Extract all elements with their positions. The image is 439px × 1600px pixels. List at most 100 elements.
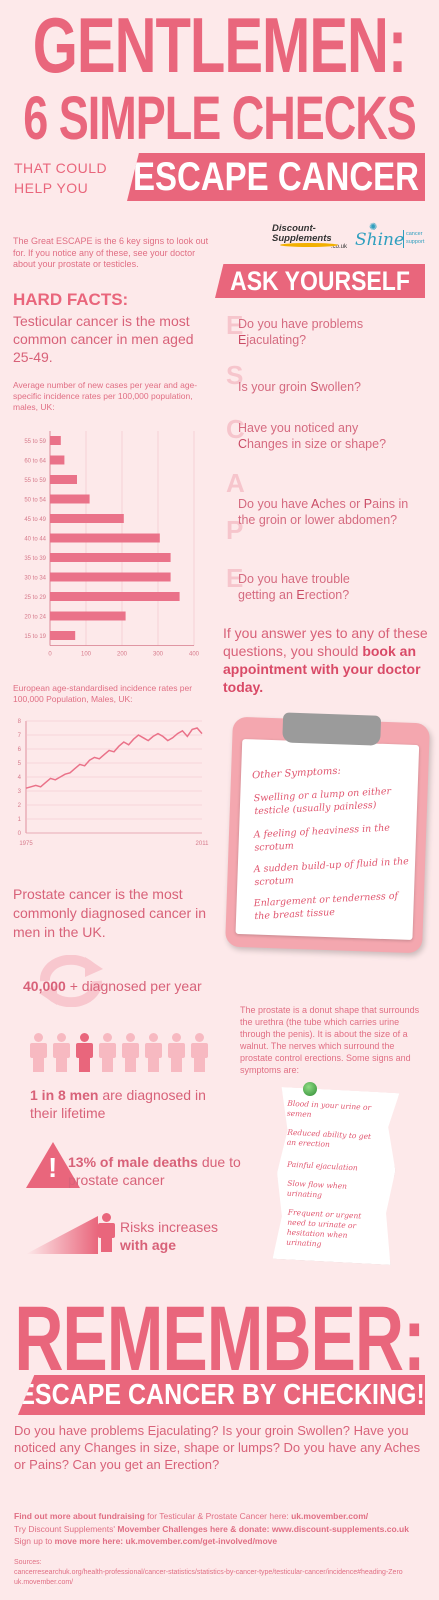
line-x-tick: 1975 bbox=[19, 841, 33, 847]
ask-yourself-banner: ASK YOURSELF bbox=[215, 264, 425, 298]
bar bbox=[50, 455, 65, 465]
diagnosed-number: 40,000 bbox=[23, 978, 66, 994]
bar-category-label: 55 to 59 bbox=[24, 478, 46, 484]
footer-line2-b: Movember Challenges here & donate: bbox=[117, 1523, 272, 1534]
q3-post: hanges in size or shape? bbox=[247, 437, 387, 451]
risk-person-icon bbox=[96, 1213, 116, 1253]
person-icon bbox=[97, 1033, 117, 1073]
risk-pre: Risks increases bbox=[120, 1219, 219, 1235]
q1-key: E bbox=[238, 333, 247, 347]
escape-cancer-banner: ESCAPE CANCER bbox=[127, 153, 425, 201]
one-in-eight-text: are diagnosed in their lifetime bbox=[30, 1087, 206, 1121]
q5-pre: Do you have trouble getting an bbox=[238, 572, 350, 602]
escape-letter-s: S bbox=[226, 360, 244, 390]
risk-bold: with age bbox=[120, 1237, 177, 1253]
that-could-text: THAT COULD bbox=[14, 160, 108, 176]
footer-line2-a: Try Discount Supplements' bbox=[14, 1523, 118, 1534]
footer-link-move[interactable]: move more here: uk.movember.com/get-invo… bbox=[54, 1536, 278, 1546]
bar bbox=[50, 572, 171, 582]
bar-category-label: 50 to 54 bbox=[24, 498, 46, 504]
shine-sub2: support bbox=[406, 239, 425, 245]
footer-line1-b: for Testicular & Prostate Cancer here: bbox=[144, 1511, 292, 1521]
line-chart-caption: European age-standardised incidence rate… bbox=[13, 683, 193, 704]
person-icon bbox=[189, 1033, 209, 1073]
person-icon bbox=[143, 1033, 163, 1073]
bar-category-label: 30 to 34 bbox=[24, 576, 46, 582]
hard-facts-heading: HARD FACTS: bbox=[13, 290, 129, 309]
bar-category-label: 25 to 29 bbox=[24, 595, 46, 601]
headline-gentlemen: GENTLEMEN: bbox=[32, 1, 407, 90]
question-ejaculating: Do you have problems Ejaculating? bbox=[238, 316, 408, 348]
footer-link-movember[interactable]: uk.movember.com/ bbox=[291, 1511, 369, 1521]
incidence-line-chart: 0 1 2 3 4 5 6 7 8 1975 2011 bbox=[18, 719, 209, 847]
bar bbox=[50, 436, 61, 445]
source-2[interactable]: uk.movember.com/ bbox=[14, 1579, 74, 1586]
line-y-tick: 2 bbox=[18, 803, 22, 809]
warning-mark: ! bbox=[48, 1152, 58, 1183]
discount-logo-suffix: .co.uk bbox=[330, 244, 347, 250]
bar-category-label: 45 to 49 bbox=[24, 517, 46, 523]
q1-post: jaculating? bbox=[246, 333, 307, 347]
q1-pre: Do you have problems bbox=[238, 317, 364, 331]
remember-text: Do you have problems Ejaculating? Is you… bbox=[14, 1423, 421, 1472]
intro-text: The Great ESCAPE is the 6 key signs to l… bbox=[13, 236, 209, 269]
answer-pre: If you answer yes to any of these questi… bbox=[223, 625, 428, 659]
age-ramp-icon bbox=[26, 1216, 98, 1254]
remember-banner-text: ESCAPE CANCER BY CHECKING! bbox=[18, 1378, 425, 1412]
person-icon bbox=[74, 1033, 94, 1073]
shine-logo-text: Shine bbox=[355, 230, 405, 250]
bar-category-label: 35 to 39 bbox=[24, 556, 46, 562]
q4-post: ains in the groin or lower abdomen? bbox=[238, 497, 409, 527]
bar-category-label: 15 to 19 bbox=[24, 634, 46, 640]
green-pin-icon bbox=[303, 1082, 317, 1096]
answer-bold: book an appointment with your doctor tod… bbox=[223, 643, 421, 695]
male-deaths: 13% of male deaths due to prostate cance… bbox=[68, 1153, 243, 1189]
escape-letter-a: A bbox=[226, 468, 245, 498]
line-y-tick: 8 bbox=[18, 719, 22, 725]
question-changes: Have you noticed any Changes in size or … bbox=[238, 420, 428, 452]
bar-category-label: 60 to 64 bbox=[24, 459, 46, 465]
line-y-tick: 3 bbox=[18, 789, 22, 795]
diagnosed-text: + diagnosed per year bbox=[65, 978, 202, 994]
q4-mid: ches or bbox=[319, 497, 364, 511]
remember-headline: REMEMBER: bbox=[14, 1287, 425, 1391]
person-icon bbox=[51, 1033, 71, 1073]
q4-key: A bbox=[310, 497, 320, 511]
shine-divider bbox=[403, 230, 404, 248]
line-y-tick: 4 bbox=[18, 775, 22, 781]
question-erection: Do you have trouble getting an Erection? bbox=[238, 571, 368, 603]
bar bbox=[50, 553, 171, 562]
bar-x-tick: 100 bbox=[81, 652, 92, 658]
line-y-tick: 7 bbox=[18, 733, 22, 739]
prostate-fact: Prostate cancer is the most commonly dia… bbox=[13, 886, 206, 940]
bar-category-label: 55 to 59 bbox=[24, 439, 46, 445]
bar bbox=[50, 494, 90, 504]
footer-line3-a: Sign up to bbox=[14, 1536, 55, 1546]
bar-x-tick: 200 bbox=[117, 652, 128, 658]
line-y-tick: 5 bbox=[18, 761, 22, 767]
line-y-tick: 1 bbox=[18, 817, 22, 823]
q2-pre: Is your groin bbox=[238, 380, 311, 394]
male-deaths-text: due to prostate cancer bbox=[68, 1154, 241, 1188]
bar-x-tick: 400 bbox=[189, 652, 200, 658]
prostate-description: The prostate is a donut shape that surro… bbox=[240, 1005, 420, 1075]
bar-x-tick: 300 bbox=[153, 652, 164, 658]
escape-letter-e1: E bbox=[226, 310, 244, 340]
bar bbox=[50, 514, 124, 523]
person-icon bbox=[28, 1033, 48, 1073]
recycle-arrows-icon bbox=[35, 954, 107, 1008]
help-you-text: HELP YOU bbox=[14, 180, 89, 196]
footer-links: Find out more about fundraising for Test… bbox=[14, 1510, 434, 1548]
footer-link-discount[interactable]: www.discount-supplements.co.uk bbox=[271, 1523, 409, 1534]
shine-star-icon: ✺ bbox=[369, 222, 378, 233]
shine-sub1: cancer bbox=[406, 231, 423, 237]
bar bbox=[50, 475, 77, 484]
question-swollen: Is your groin Swollen? bbox=[238, 379, 418, 395]
escape-letter-c: C bbox=[226, 414, 245, 444]
bar bbox=[50, 533, 160, 543]
clipboard-clip bbox=[282, 712, 382, 746]
sources: Sources: cancerresearchuk.org/health-pro… bbox=[14, 1558, 434, 1588]
source-1[interactable]: cancerresearchuk.org/health-professional… bbox=[14, 1569, 403, 1576]
line-series bbox=[25, 727, 203, 789]
sources-label: Sources: bbox=[14, 1559, 42, 1566]
